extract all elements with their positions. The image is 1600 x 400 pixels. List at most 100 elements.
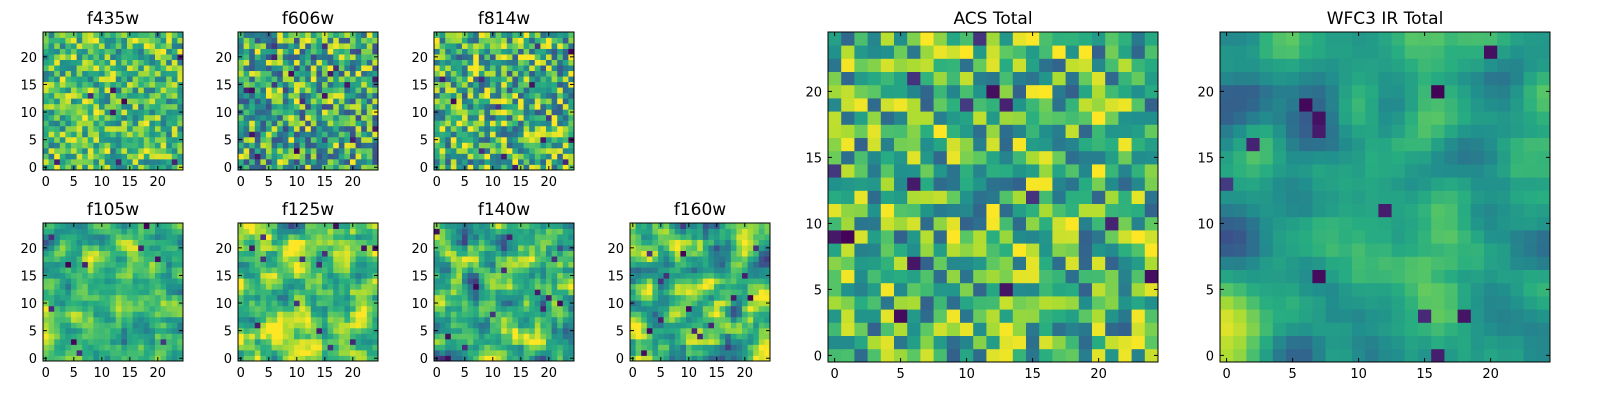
heatmap-cell [260, 316, 267, 323]
heatmap-cell [546, 278, 552, 285]
heatmap-cell [484, 43, 491, 49]
heatmap-cell [702, 283, 709, 290]
heatmap-cell [243, 305, 250, 312]
heatmap-cell [260, 289, 267, 296]
heatmap-cell [506, 228, 513, 235]
heatmap-cell [450, 300, 457, 307]
heatmap-cell [1131, 348, 1146, 363]
heatmap-cell [115, 98, 122, 105]
heatmap-cell [484, 223, 491, 229]
heatmap-cell [478, 234, 485, 240]
heatmap-cell [1105, 203, 1119, 218]
heatmap-cell [361, 136, 368, 143]
heatmap-cell [43, 125, 49, 132]
heatmap-cell [691, 333, 698, 340]
heatmap-cell [238, 153, 244, 160]
heatmap-cell [149, 278, 156, 285]
heatmap-cell [512, 311, 519, 318]
heatmap-cell [568, 98, 575, 105]
heatmap-cell [294, 333, 300, 340]
heatmap-cell [166, 54, 173, 60]
heatmap-cell [562, 261, 569, 268]
heatmap-cell [562, 81, 569, 88]
heatmap-cell [322, 349, 328, 356]
x-tick-label: 10 [485, 366, 502, 381]
heatmap-cell [350, 109, 356, 116]
heatmap-cell [1092, 296, 1106, 310]
heatmap-cell [478, 344, 485, 351]
heatmap-cell [478, 164, 485, 171]
heatmap-cell [501, 48, 508, 55]
heatmap-cell [254, 103, 261, 110]
heatmap-cell [372, 147, 379, 154]
heatmap-cell [540, 228, 547, 235]
heatmap-cell [641, 239, 648, 246]
heatmap-cell [518, 109, 524, 116]
heatmap-cell [338, 228, 345, 235]
heatmap-cell [266, 294, 272, 301]
heatmap-cell [366, 103, 373, 110]
heatmap-cell [529, 272, 536, 279]
heatmap-cell [238, 256, 244, 263]
heatmap-cell [271, 65, 278, 72]
heatmap-cell [93, 349, 100, 356]
heatmap-cell [960, 282, 974, 297]
heatmap-cell [630, 344, 636, 351]
heatmap-cell [1078, 269, 1093, 284]
heatmap-cell [282, 294, 289, 301]
heatmap-cell [310, 311, 317, 318]
heatmap-cell [249, 250, 256, 257]
heatmap-cell [686, 300, 692, 307]
heatmap-cell [467, 81, 474, 88]
heatmap-cell [742, 294, 748, 301]
heatmap-cell [529, 267, 536, 274]
heatmap-cell [551, 125, 558, 132]
heatmap-cell [260, 278, 267, 285]
heatmap-cell [71, 256, 77, 263]
heatmap-cell [551, 153, 558, 160]
heatmap-cell [294, 153, 300, 160]
heatmap-cell [473, 48, 480, 55]
heatmap-cell [310, 98, 317, 105]
heatmap-cell [641, 261, 648, 268]
heatmap-cell [271, 70, 278, 77]
heatmap-cell [99, 250, 105, 257]
heatmap-cell [104, 98, 111, 105]
heatmap-cell [127, 289, 133, 296]
heatmap-cell [736, 294, 743, 301]
heatmap-cell [71, 300, 77, 307]
heatmap-cell [361, 59, 368, 66]
heatmap-cell [562, 147, 569, 154]
heatmap-cell [93, 344, 100, 351]
heatmap-cell [920, 282, 934, 297]
heatmap-cell [1078, 230, 1093, 244]
heatmap-cell [635, 261, 642, 268]
heatmap-cell [973, 164, 987, 178]
heatmap-cell [355, 87, 362, 94]
heatmap-cell [366, 283, 373, 290]
heatmap-cell [361, 70, 368, 77]
heatmap-cell [478, 349, 485, 356]
heatmap-cell [462, 120, 468, 127]
heatmap-cell [299, 355, 306, 362]
heatmap-cell [243, 87, 250, 94]
heatmap-cell [121, 272, 128, 279]
heatmap-cell [674, 289, 681, 296]
heatmap-cell [473, 234, 480, 240]
heatmap-cell [59, 278, 66, 285]
heatmap-cell [65, 223, 72, 229]
heatmap-cell [753, 234, 760, 240]
heatmap-cell [254, 267, 261, 274]
heatmap-cell [551, 136, 558, 143]
heatmap-cell [271, 239, 278, 246]
heatmap-cell [99, 272, 105, 279]
heatmap-cell [127, 316, 133, 323]
heatmap-cell [473, 294, 480, 301]
heatmap-cell [484, 261, 491, 268]
heatmap-cell [288, 103, 295, 110]
heatmap-cell [87, 48, 94, 55]
heatmap-cell [540, 92, 547, 99]
heatmap-cell [742, 305, 748, 312]
